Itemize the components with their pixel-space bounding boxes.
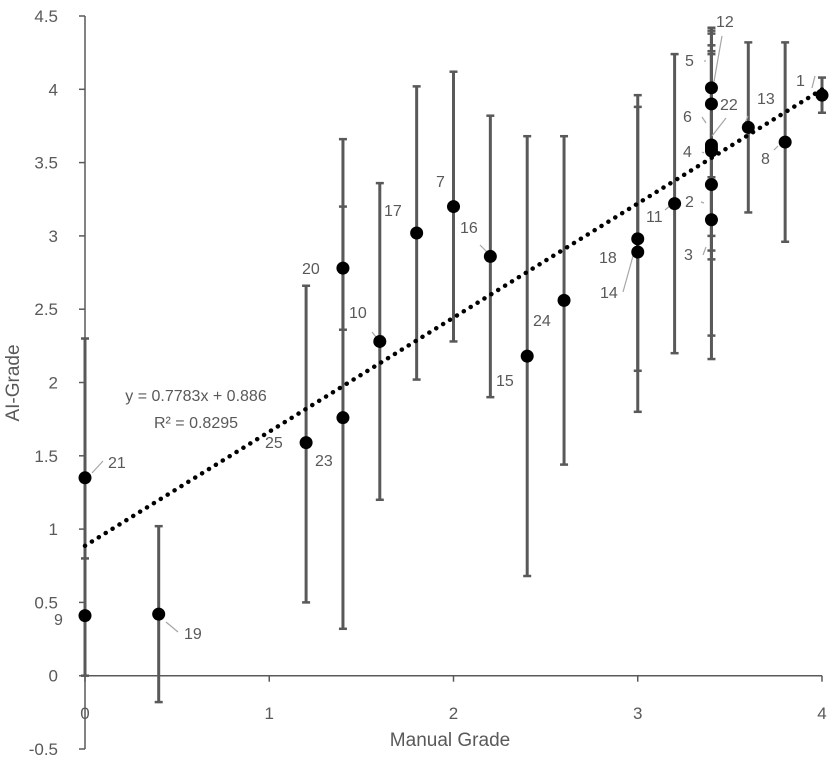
data-point-21 [78, 471, 92, 485]
y-tick-label: 4.5 [34, 7, 58, 26]
x-tick-label: 0 [80, 704, 89, 723]
data-point-13 [741, 120, 755, 134]
point-label-22: 22 [720, 97, 738, 114]
data-point-1 [815, 88, 829, 102]
point-label-12: 12 [716, 14, 734, 31]
data-points [78, 81, 829, 623]
data-point-3 [704, 213, 718, 227]
point-label-17: 17 [384, 203, 402, 220]
data-point-8 [778, 135, 792, 149]
point-label-10: 10 [349, 305, 367, 322]
point-label-25: 25 [265, 435, 283, 452]
trendline-equation: y = 0.7783x + 0.886 [125, 388, 267, 405]
point-label-23: 23 [315, 453, 333, 470]
y-tick-label: 2.5 [34, 300, 58, 319]
trendline [82, 87, 825, 549]
y-tick-label: 0.5 [34, 593, 58, 612]
data-point-17 [410, 226, 424, 240]
leader-line-19 [165, 621, 179, 633]
y-tick-label: 2 [49, 374, 58, 393]
point-label-18: 18 [599, 250, 617, 267]
y-tick-label: 3.5 [34, 154, 58, 173]
point-label-19: 19 [184, 626, 202, 643]
y-tick-label: 1.5 [34, 447, 58, 466]
data-point-14 [631, 245, 645, 259]
point-label-20: 20 [302, 261, 320, 278]
x-tick-label: 3 [633, 704, 642, 723]
data-point-20 [336, 261, 350, 275]
point-label-9: 9 [54, 612, 63, 629]
leader-line-22 [711, 117, 727, 137]
y-tick-label: 3 [49, 227, 58, 246]
data-point-16 [483, 249, 497, 263]
x-tick-label: 1 [265, 704, 274, 723]
data-point-11 [668, 197, 682, 211]
point-label-24: 24 [533, 313, 551, 330]
data-point-23 [336, 411, 350, 425]
point-label-15: 15 [496, 373, 514, 390]
point-label-7: 7 [436, 174, 445, 191]
axes: -0.500.511.522.533.544.50 1 2 3 4 [29, 7, 827, 759]
data-point-24 [557, 293, 571, 307]
data-point-22 [704, 141, 718, 155]
point-label-3: 3 [684, 247, 693, 264]
point-label-6: 6 [683, 109, 692, 126]
point-label-13: 13 [757, 91, 775, 108]
point-label-11: 11 [646, 209, 663, 226]
x-axis-title: Manual Grade [390, 730, 510, 751]
point-labels: 1234567891011121314151617181920212223242… [54, 14, 805, 643]
trendline-group [82, 87, 825, 549]
data-point-7 [447, 200, 460, 214]
y-tick-label: 1 [49, 520, 58, 539]
x-tick-label: 2 [449, 704, 458, 723]
point-label-14: 14 [600, 285, 618, 302]
data-point-10 [373, 334, 387, 348]
error-bars [81, 26, 826, 704]
leader-line-14 [622, 255, 634, 293]
y-tick-label: -0.5 [29, 740, 58, 759]
leader-line-21 [91, 460, 104, 474]
data-point-15 [520, 349, 534, 363]
trendline-r-squared: R² = 0.8295 [154, 415, 238, 432]
data-point-2 [704, 178, 718, 192]
point-label-8: 8 [761, 151, 770, 168]
point-label-5: 5 [685, 53, 694, 70]
y-axis-title: AI-Grade [3, 344, 24, 421]
point-label-21: 21 [108, 455, 126, 472]
point-label-2: 2 [685, 194, 694, 211]
data-point-19 [152, 607, 166, 621]
data-point-18 [631, 232, 645, 246]
data-point-5 [704, 81, 718, 95]
leader-line-8 [773, 145, 779, 151]
point-label-4: 4 [683, 144, 692, 161]
x-tick-label: 4 [817, 704, 826, 723]
y-tick-label: 4 [49, 80, 58, 99]
point-label-16: 16 [460, 220, 478, 237]
leader-line-4 [701, 151, 705, 154]
data-point-25 [299, 436, 313, 450]
y-tick-label: 0 [49, 667, 58, 686]
leader-line-3 [702, 246, 707, 256]
leader-line-2 [700, 201, 705, 204]
leader-line-1 [811, 75, 816, 89]
data-point-12 [704, 97, 718, 111]
leader-line-6 [701, 116, 707, 124]
point-label-1: 1 [796, 73, 805, 90]
data-point-9 [78, 609, 92, 623]
